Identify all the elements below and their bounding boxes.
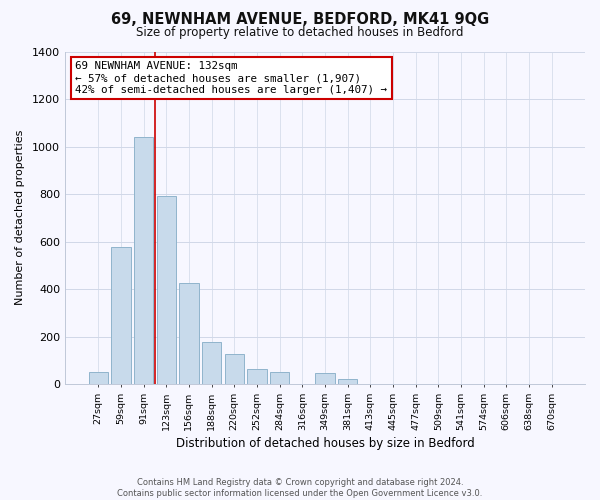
Bar: [247, 370, 266, 384]
Bar: [157, 196, 176, 384]
Bar: [202, 342, 221, 384]
Bar: [338, 379, 357, 384]
Bar: [89, 372, 108, 384]
Bar: [111, 246, 131, 384]
Text: 69, NEWNHAM AVENUE, BEDFORD, MK41 9QG: 69, NEWNHAM AVENUE, BEDFORD, MK41 9QG: [111, 12, 489, 28]
Y-axis label: Number of detached properties: Number of detached properties: [15, 130, 25, 306]
Bar: [316, 372, 335, 384]
Bar: [179, 283, 199, 384]
Bar: [224, 354, 244, 384]
Text: 69 NEWNHAM AVENUE: 132sqm
← 57% of detached houses are smaller (1,907)
42% of se: 69 NEWNHAM AVENUE: 132sqm ← 57% of detac…: [76, 62, 388, 94]
Bar: [270, 372, 289, 384]
Text: Size of property relative to detached houses in Bedford: Size of property relative to detached ho…: [136, 26, 464, 39]
Text: Contains HM Land Registry data © Crown copyright and database right 2024.
Contai: Contains HM Land Registry data © Crown c…: [118, 478, 482, 498]
Bar: [134, 138, 153, 384]
X-axis label: Distribution of detached houses by size in Bedford: Distribution of detached houses by size …: [176, 437, 475, 450]
